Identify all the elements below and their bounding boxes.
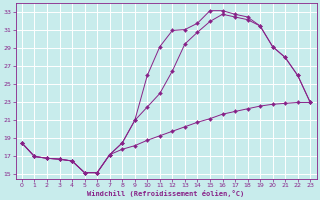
X-axis label: Windchill (Refroidissement éolien,°C): Windchill (Refroidissement éolien,°C) bbox=[87, 190, 245, 197]
